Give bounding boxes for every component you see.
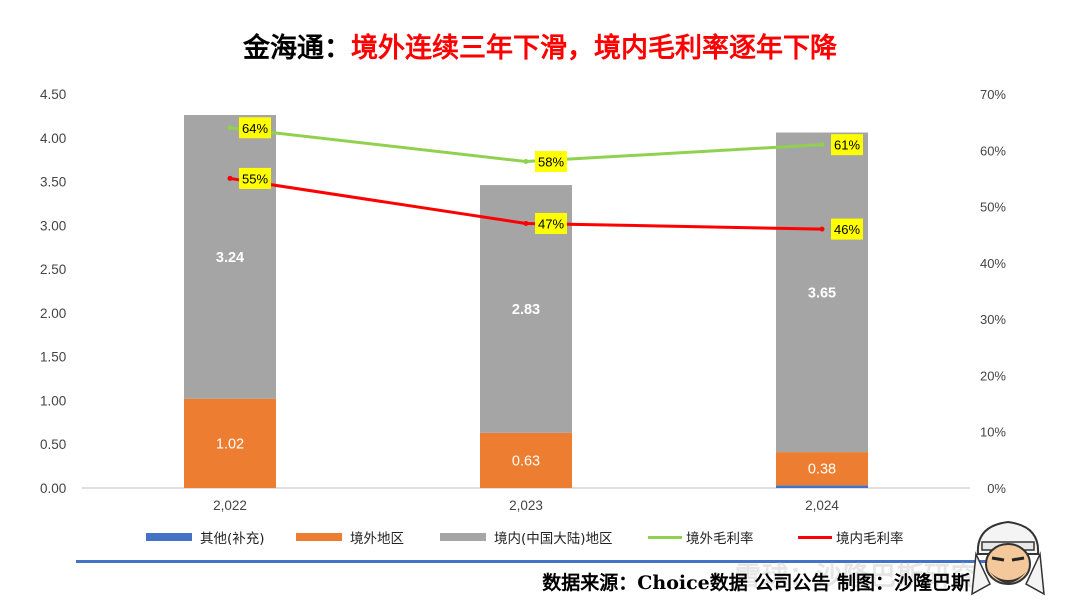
bar-data-label: 1.02 (216, 436, 244, 452)
series-point (819, 142, 825, 148)
title-main: 境外连续三年下滑，境内毛利率逐年下降 (351, 33, 837, 64)
legend-label: 境外毛利率 (686, 531, 754, 547)
legend-swatch (440, 533, 486, 541)
line-label-box (831, 134, 863, 156)
line-data-label: 64% (242, 121, 268, 136)
y-right-tick-label: 40% (980, 256, 1006, 271)
line-data-label: 46% (834, 222, 860, 237)
bar-segment (184, 115, 276, 399)
legend-label: 境内(中国大陆)地区 (494, 531, 613, 547)
legend-item: 其他(补充) (146, 527, 265, 547)
source-note: 数据来源：Choice数据 公司公告 制图：沙隆巴斯 (542, 572, 970, 594)
y-left-tick-label: 2.00 (40, 306, 66, 321)
legend-label: 境内毛利率 (836, 531, 904, 547)
series-point (523, 220, 529, 226)
chart-canvas: 0.00 0.50 1.00 1.50 2.00 2.50 3.00 3.50 4.00 4.50… (40, 87, 1006, 513)
line-label-box (239, 117, 271, 139)
legend-item: 境外毛利率 (648, 527, 754, 547)
bar-data-label: 3.65 (808, 285, 836, 301)
bar-segment (776, 132, 868, 453)
y-left-tick-label: 3.50 (40, 175, 66, 190)
y-right-tick-label: 20% (980, 368, 1006, 383)
y-right-tick-label: 70% (980, 87, 1006, 102)
bar-segment (184, 398, 276, 488)
line-data-label: 61% (834, 138, 860, 153)
title-prefix: 金海通： (243, 33, 351, 64)
legend-label: 其他(补充) (200, 531, 265, 547)
y-right-tick-label: 60% (980, 143, 1006, 158)
bar-segment (776, 485, 868, 488)
legend-item: 境外地区 (296, 527, 404, 547)
y-right-tick-label: 30% (980, 312, 1006, 327)
line-label-box (831, 218, 863, 240)
legend-item: 境内毛利率 (798, 527, 904, 547)
series-point (523, 159, 529, 165)
line-label-box (239, 167, 271, 189)
legend-swatch (296, 533, 342, 541)
line-data-label: 47% (538, 216, 564, 231)
bar-data-label: 2.83 (512, 302, 540, 318)
x-tick-label: 2,024 (805, 498, 839, 513)
y-left-tick-label: 1.00 (40, 393, 66, 408)
legend-swatch (798, 535, 832, 539)
bar-segment (776, 452, 868, 486)
legend-swatch (146, 533, 192, 541)
y-left-tick-label: 4.50 (40, 87, 66, 102)
author-avatar (971, 520, 1045, 596)
series-point (819, 226, 825, 232)
series-point (227, 125, 233, 131)
y-left-tick-label: 4.00 (40, 131, 66, 146)
y-right-tick-label: 10% (980, 425, 1006, 440)
y-left-tick-label: 0.00 (40, 481, 66, 496)
line-label-box (535, 212, 567, 234)
legend-swatch (648, 535, 682, 539)
watermark: 雪球：沙隆巴斯研究 (735, 562, 979, 592)
legend: 其他(补充) 境外地区 境内(中国大陆)地区 境外毛利率 境内毛利率 (0, 527, 1080, 549)
bar-data-label: 3.24 (216, 250, 244, 266)
y-left-tick-label: 2.50 (40, 262, 66, 277)
footer-divider (76, 560, 1026, 563)
chart-title: 金海通：境外连续三年下滑，境内毛利率逐年下降 (0, 26, 1080, 65)
y-right-tick-label: 0% (987, 481, 1006, 496)
bar-segment (480, 432, 572, 488)
series-line (229, 126, 823, 164)
bar-data-label: 0.38 (808, 462, 836, 478)
line-label-box (535, 151, 567, 173)
line-data-label: 58% (538, 155, 564, 170)
bar-data-label: 0.63 (512, 453, 540, 469)
series-point (227, 175, 233, 181)
x-tick-label: 2,022 (213, 498, 247, 513)
legend-item: 境内(中国大陆)地区 (440, 527, 613, 547)
y-left-tick-label: 0.50 (40, 437, 66, 452)
line-data-label: 55% (242, 171, 268, 186)
y-left-tick-label: 3.00 (40, 218, 66, 233)
y-left-tick-label: 1.50 (40, 350, 66, 365)
x-tick-label: 2,023 (509, 498, 543, 513)
y-right-tick-label: 50% (980, 200, 1006, 215)
legend-label: 境外地区 (350, 531, 404, 547)
